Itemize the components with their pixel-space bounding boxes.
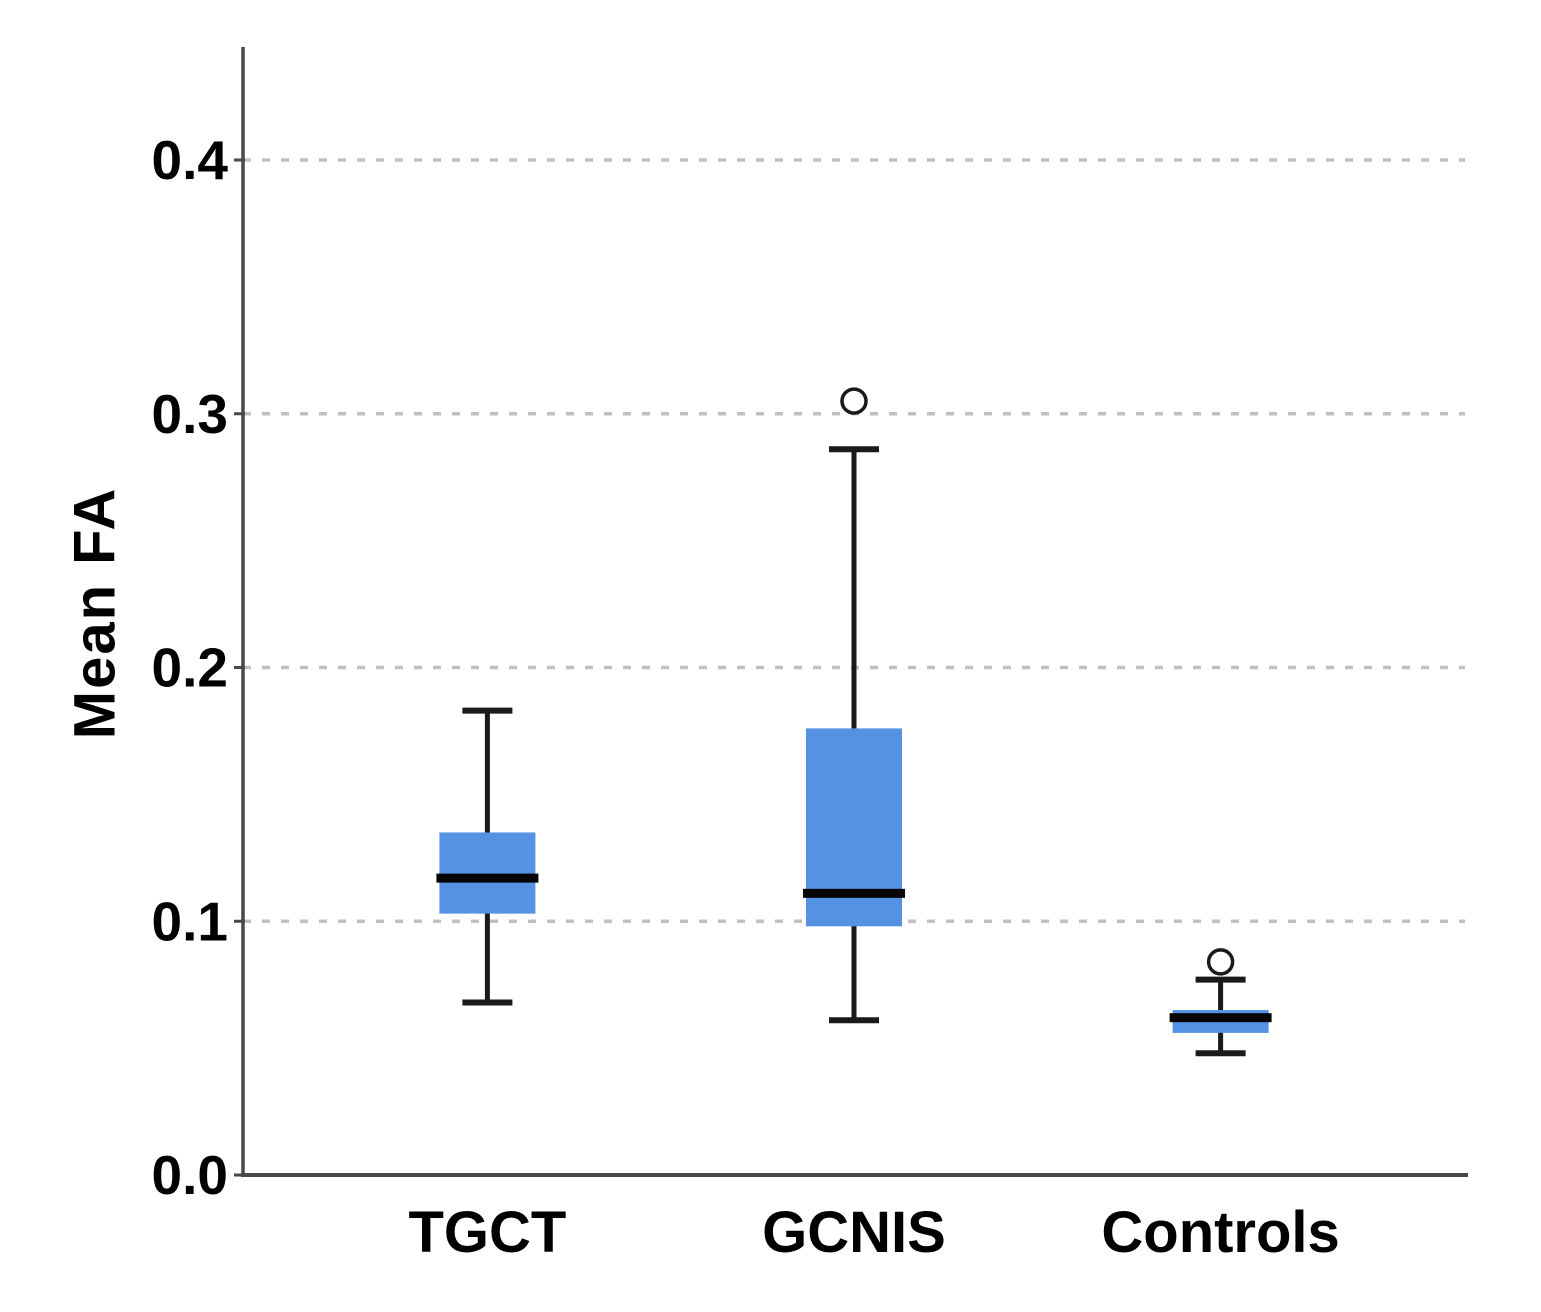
median-line-GCNIS [803,888,905,898]
y-tick-label: 0.0 [152,1144,228,1206]
y-tick-label: 0.3 [152,383,228,445]
x-category-label-TGCT: TGCT [408,1200,566,1265]
outlier-point-GCNIS [840,387,868,415]
outlier-point-Controls [1206,948,1235,976]
y-tick-label: 0.2 [152,637,228,699]
x-category-label-GCNIS: GCNIS [762,1200,946,1265]
box-TGCT [439,832,536,914]
x-category-label-Controls: Controls [1101,1200,1339,1265]
median-line-TGCT [436,873,539,883]
y-tick-label: 0.1 [152,890,228,952]
y-tick-label: 0.4 [152,129,229,191]
median-line-Controls [1169,1013,1272,1023]
